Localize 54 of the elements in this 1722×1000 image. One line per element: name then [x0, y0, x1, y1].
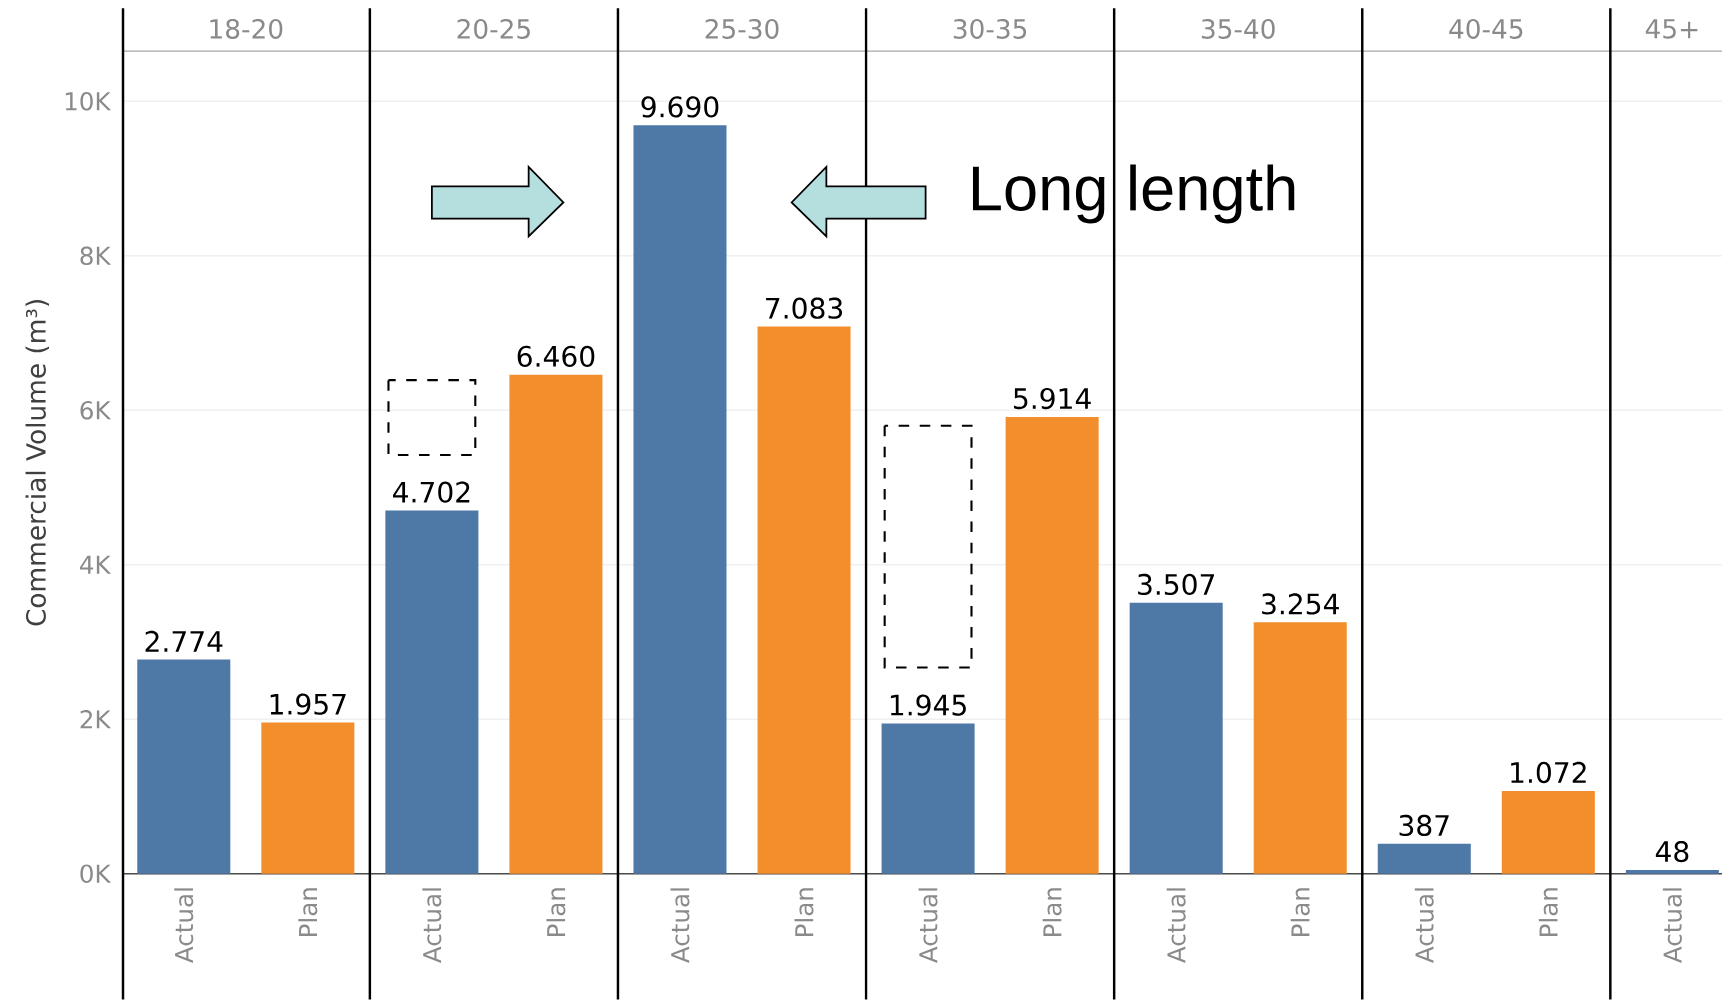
x-tick-label: Plan: [794, 888, 814, 937]
x-tick-label: Plan: [1042, 888, 1062, 937]
x-tick-label: Actual: [422, 888, 442, 964]
data-label: 1.945: [890, 694, 966, 716]
x-tick-label: Plan: [1538, 888, 1558, 937]
data-label: 1.072: [1511, 761, 1586, 784]
data-label: 387: [1399, 814, 1449, 837]
y-tick-label: 8K: [80, 246, 112, 266]
bar: [1625, 869, 1719, 874]
text: 40-45: [1449, 18, 1523, 39]
text: 35-40: [1201, 18, 1275, 39]
y-tick-label: 4K: [80, 555, 112, 574]
text: 25-30: [705, 18, 779, 39]
bar: [261, 722, 355, 874]
bar: [1005, 416, 1099, 874]
bar: [1253, 622, 1347, 874]
data-label: 3.507: [1138, 573, 1215, 596]
data-label: 7.083: [766, 297, 843, 319]
bar: [881, 723, 975, 874]
y-tick-label: 2K: [80, 710, 112, 729]
data-label: 3.254: [1262, 593, 1339, 615]
data-label: 1.957: [270, 693, 346, 715]
bar: [385, 510, 479, 874]
data-label: 48: [1655, 840, 1689, 863]
y-tick-label: 6K: [80, 400, 112, 420]
bar: [509, 374, 603, 874]
bar: [757, 326, 851, 874]
text: 20-25: [457, 18, 530, 39]
x-tick-label: Actual: [1662, 888, 1682, 964]
bar: [137, 659, 231, 874]
annotation: Long length: [972, 164, 1295, 224]
bar: [1129, 602, 1223, 874]
x-tick-label: Actual: [174, 888, 194, 964]
bar: [1501, 790, 1595, 874]
bar: [633, 125, 727, 874]
data-label: 6.460: [517, 345, 595, 368]
x-tick-label: Actual: [1166, 888, 1186, 964]
x-tick-label: Plan: [546, 888, 566, 937]
data-label: 2.774: [145, 630, 223, 652]
x-tick-label: Actual: [670, 888, 690, 964]
x-tick-label: Actual: [1414, 888, 1434, 964]
x-tick-label: Plan: [298, 888, 318, 937]
data-label: 4.702: [393, 481, 470, 503]
text: 45+: [1645, 19, 1698, 39]
bar: [1377, 843, 1471, 874]
x-tick-label: Plan: [1290, 888, 1310, 937]
data-label: 9.690: [641, 96, 719, 118]
y-tick-label: 10K: [65, 92, 112, 111]
y-tick-label: 0K: [80, 864, 112, 883]
text: 30-35: [953, 18, 1027, 39]
y-axis-title: Commercial Volume (m³): [25, 300, 50, 626]
text: 18-20: [210, 18, 283, 39]
data-label: 5.914: [1014, 387, 1091, 410]
x-tick-label: Actual: [918, 888, 938, 964]
